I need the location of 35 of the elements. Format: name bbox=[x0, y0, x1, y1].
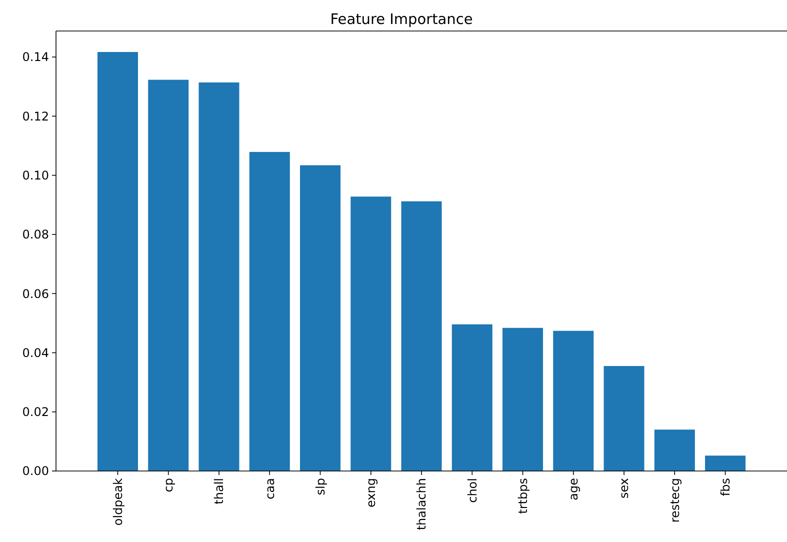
x-tick-label: caa bbox=[262, 478, 277, 500]
y-tick-label: 0.14 bbox=[22, 50, 49, 64]
x-tick-label: oldpeak bbox=[110, 478, 125, 526]
y-tick-label: 0.08 bbox=[22, 228, 49, 242]
bar bbox=[705, 456, 746, 471]
x-tick-label: chol bbox=[465, 478, 480, 503]
bar bbox=[604, 366, 644, 471]
x-tick-label: thalachh bbox=[414, 478, 429, 530]
x-tick-label: cp bbox=[162, 478, 176, 492]
bar bbox=[97, 52, 138, 471]
x-tick-label: age bbox=[566, 478, 581, 500]
x-tick-label: restecg bbox=[668, 478, 682, 523]
bar bbox=[350, 196, 392, 471]
bar bbox=[401, 201, 442, 471]
bar bbox=[148, 80, 189, 471]
y-tick-label: 0.04 bbox=[22, 346, 49, 360]
x-tick-label: thall bbox=[212, 478, 226, 504]
x-tick-label: trtbps bbox=[516, 478, 530, 514]
bar bbox=[249, 152, 290, 471]
bar bbox=[502, 328, 544, 471]
x-tick-label: exng bbox=[364, 478, 378, 508]
bar bbox=[553, 330, 594, 471]
x-tick-label: fbs bbox=[718, 478, 732, 496]
y-tick-label: 0.00 bbox=[22, 464, 49, 478]
bar bbox=[198, 82, 240, 471]
y-tick-label: 0.10 bbox=[22, 168, 49, 182]
y-tick-label: 0.12 bbox=[22, 109, 49, 124]
y-tick-label: 0.02 bbox=[22, 405, 49, 420]
bar bbox=[300, 165, 340, 471]
x-tick-label: sex bbox=[617, 478, 632, 499]
x-tick-label: slp bbox=[313, 478, 328, 496]
bar bbox=[654, 430, 695, 471]
y-tick-label: 0.06 bbox=[22, 286, 49, 301]
chart-title: Feature Importance bbox=[330, 12, 473, 28]
bar bbox=[452, 324, 492, 471]
